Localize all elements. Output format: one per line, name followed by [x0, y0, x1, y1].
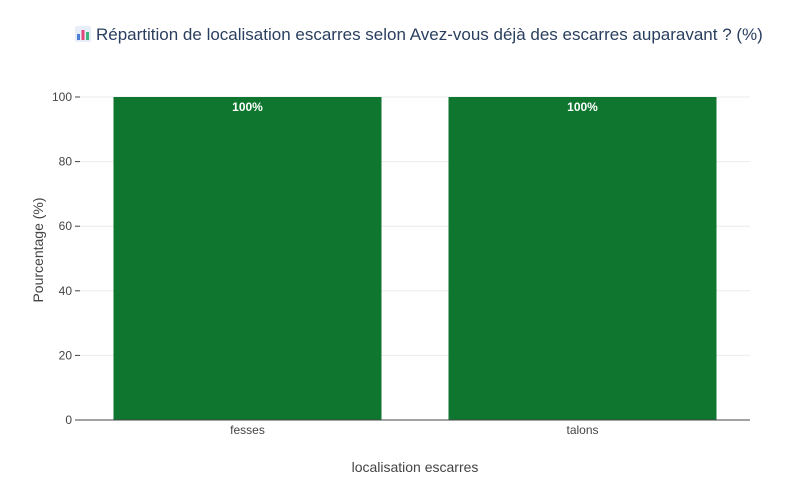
bar-data-labels: 100% 100%: [232, 100, 598, 114]
y-tick-label: 80: [59, 155, 73, 169]
bar-talons: [448, 97, 717, 420]
y-tick-label: 20: [59, 348, 73, 362]
bars: [113, 97, 717, 420]
y-axis-ticks: 0 20 40 60 80 100: [52, 90, 80, 427]
bar-data-label: 100%: [567, 100, 598, 114]
bar-fesses: [113, 97, 382, 420]
x-tick-label: talons: [566, 423, 598, 437]
bar-chart-icon: [75, 26, 91, 42]
y-tick-label: 0: [65, 413, 72, 427]
y-axis-title: Pourcentage (%): [30, 197, 46, 302]
y-tick-label: 100: [52, 90, 72, 104]
x-axis-title: localisation escarres: [352, 459, 479, 475]
x-tick-label: fesses: [230, 423, 265, 437]
chart-title: Répartition de localisation escarres sel…: [75, 25, 763, 44]
y-tick-label: 60: [59, 219, 73, 233]
x-axis-ticks: fesses talons: [230, 423, 598, 437]
bar-data-label: 100%: [232, 100, 263, 114]
chart-title-text: Répartition de localisation escarres sel…: [96, 25, 763, 44]
y-tick-label: 40: [59, 284, 73, 298]
